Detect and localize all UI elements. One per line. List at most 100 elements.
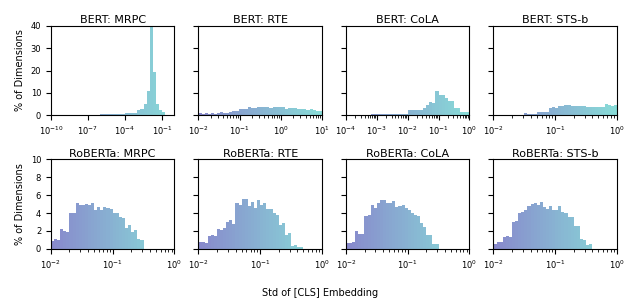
Bar bbox=[198, 113, 202, 115]
Bar bbox=[156, 104, 159, 115]
Bar bbox=[229, 112, 232, 115]
Bar bbox=[392, 114, 396, 115]
Bar bbox=[377, 114, 380, 115]
Bar bbox=[116, 213, 119, 249]
Bar bbox=[380, 114, 383, 115]
Bar bbox=[51, 241, 54, 249]
Bar bbox=[223, 228, 226, 249]
Bar bbox=[273, 107, 276, 115]
Bar bbox=[285, 234, 288, 249]
Text: Std of [CLS] Embedding: Std of [CLS] Embedding bbox=[262, 288, 378, 298]
Bar bbox=[438, 95, 442, 115]
Bar bbox=[503, 237, 506, 249]
Bar bbox=[131, 232, 134, 249]
Bar bbox=[153, 72, 156, 115]
Bar bbox=[211, 235, 214, 249]
Bar bbox=[383, 114, 386, 115]
Bar bbox=[244, 199, 248, 249]
Bar bbox=[310, 109, 313, 115]
Bar bbox=[97, 207, 100, 249]
Bar bbox=[371, 205, 374, 249]
Bar bbox=[404, 114, 408, 115]
Bar bbox=[583, 106, 586, 115]
Bar bbox=[506, 236, 509, 249]
Bar bbox=[60, 229, 63, 249]
Bar bbox=[589, 107, 592, 115]
Bar bbox=[592, 107, 595, 115]
Bar bbox=[411, 110, 414, 115]
Bar bbox=[251, 202, 254, 249]
Bar bbox=[534, 114, 537, 115]
Bar bbox=[128, 225, 131, 249]
Bar bbox=[278, 225, 282, 249]
Bar bbox=[401, 205, 404, 249]
Bar bbox=[573, 107, 577, 115]
Bar bbox=[543, 207, 546, 249]
Y-axis label: % of Dimensions: % of Dimensions bbox=[15, 163, 25, 245]
Bar bbox=[561, 213, 564, 249]
Bar bbox=[319, 110, 322, 115]
Bar bbox=[367, 216, 371, 249]
Bar bbox=[294, 108, 297, 115]
Bar bbox=[122, 113, 125, 115]
Bar bbox=[371, 114, 374, 115]
Bar bbox=[162, 111, 165, 115]
Bar bbox=[254, 108, 257, 115]
Bar bbox=[561, 106, 564, 115]
Bar bbox=[527, 114, 531, 115]
Bar bbox=[131, 113, 134, 115]
Bar bbox=[571, 106, 573, 115]
Bar bbox=[294, 245, 297, 249]
Title: BERT: MRPC: BERT: MRPC bbox=[79, 15, 146, 25]
Bar bbox=[605, 104, 608, 115]
Bar bbox=[457, 108, 460, 115]
Bar bbox=[556, 210, 558, 249]
Bar bbox=[72, 213, 76, 249]
Bar bbox=[198, 242, 202, 249]
Bar bbox=[386, 203, 389, 249]
Bar bbox=[79, 205, 82, 249]
Bar bbox=[423, 227, 426, 249]
Bar bbox=[433, 103, 435, 115]
Bar bbox=[362, 234, 364, 249]
Bar bbox=[263, 107, 266, 115]
Bar bbox=[100, 114, 104, 115]
Bar bbox=[349, 243, 352, 249]
Bar bbox=[426, 105, 429, 115]
Bar bbox=[248, 206, 251, 249]
Bar bbox=[303, 109, 307, 115]
Bar bbox=[269, 209, 273, 249]
Bar bbox=[122, 218, 125, 249]
Bar bbox=[208, 113, 211, 115]
Bar bbox=[364, 216, 367, 249]
Bar bbox=[509, 237, 512, 249]
Bar bbox=[454, 107, 457, 115]
Bar bbox=[242, 199, 244, 249]
Bar bbox=[285, 109, 288, 115]
Bar bbox=[537, 112, 540, 115]
Bar bbox=[288, 108, 291, 115]
Bar bbox=[91, 203, 94, 249]
Bar bbox=[260, 205, 263, 249]
Bar bbox=[106, 114, 109, 115]
Bar bbox=[537, 205, 540, 249]
Bar bbox=[244, 109, 248, 115]
Title: RoBERTa: STS-b: RoBERTa: STS-b bbox=[512, 148, 598, 159]
Bar bbox=[232, 224, 236, 249]
Bar bbox=[205, 243, 208, 249]
Bar bbox=[460, 112, 463, 115]
Bar bbox=[392, 201, 396, 249]
Bar bbox=[445, 98, 448, 115]
Bar bbox=[573, 226, 577, 249]
Bar bbox=[512, 222, 515, 249]
Bar bbox=[355, 231, 358, 249]
Bar bbox=[540, 112, 543, 115]
Bar bbox=[383, 200, 386, 249]
Bar bbox=[564, 105, 568, 115]
Bar bbox=[442, 95, 445, 115]
Bar bbox=[266, 209, 269, 249]
Title: RoBERTa: MRPC: RoBERTa: MRPC bbox=[70, 148, 156, 159]
Bar bbox=[211, 113, 214, 115]
Bar bbox=[113, 213, 116, 249]
Bar bbox=[586, 107, 589, 115]
